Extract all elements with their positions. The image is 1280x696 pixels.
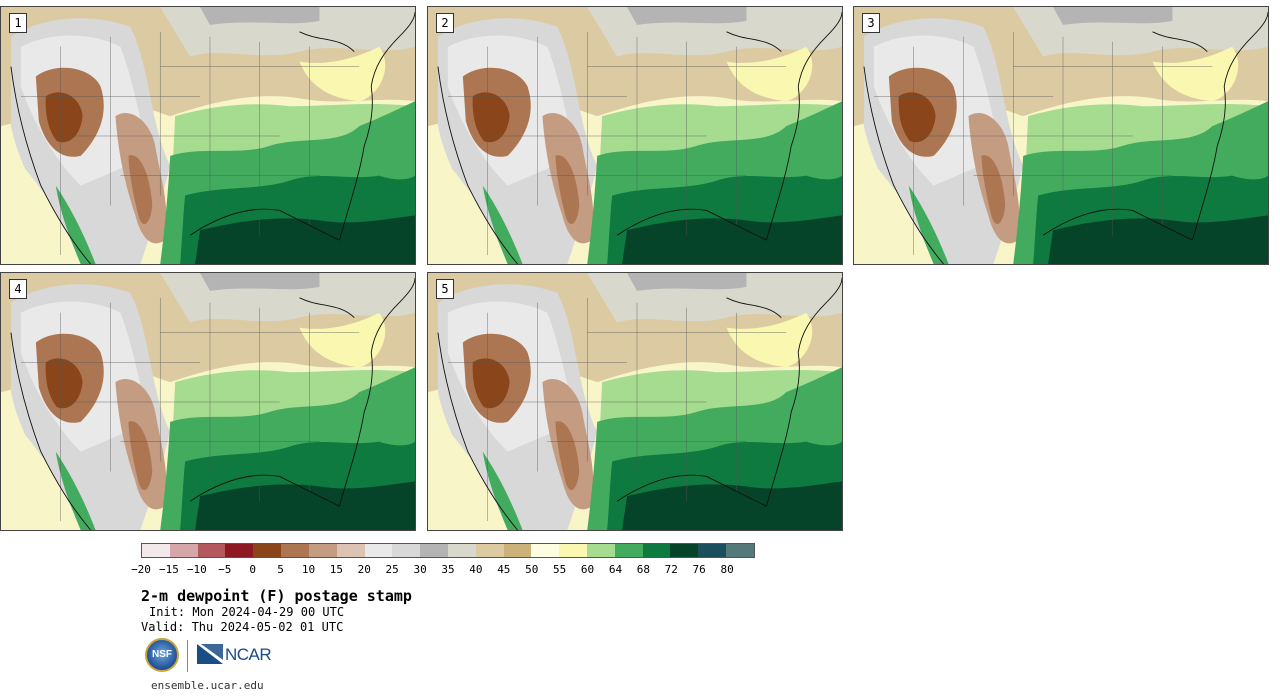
colorbar-swatch (197, 544, 226, 557)
colorbar-tick-label: −10 (186, 563, 207, 576)
colorbar-tick-label: 72 (664, 563, 678, 576)
colorbar-swatch (475, 544, 504, 557)
colorbar-swatch (614, 544, 643, 557)
colorbar-swatch (169, 544, 198, 557)
map-panel-4: 4 (0, 272, 416, 531)
colorbar-swatch (364, 544, 393, 557)
colorbar-tick-label: 30 (413, 563, 427, 576)
dewpoint-map (1, 7, 415, 264)
dewpoint-map (1, 273, 415, 530)
colorbar-tick-label: 5 (277, 563, 284, 576)
colorbar-swatch (281, 544, 309, 557)
colorbar-tick-label: 40 (469, 563, 483, 576)
colorbar-tick-label: 68 (636, 563, 650, 576)
map-panel-3: 3 (853, 6, 1269, 265)
colorbar-swatch (503, 544, 532, 557)
colorbar (141, 543, 755, 558)
colorbar-swatch (698, 544, 727, 557)
colorbar-swatch (670, 544, 699, 557)
colorbar-tick-label: 60 (580, 563, 595, 576)
colorbar-tick-label: 50 (525, 563, 539, 576)
colorbar-tick-label: 0 (249, 563, 256, 576)
logo-divider (187, 640, 188, 672)
colorbar-tick-label: −5 (218, 563, 232, 576)
colorbar-swatch (420, 544, 448, 557)
colorbar-swatch (447, 544, 476, 557)
colorbar-tick-label: −15 (158, 563, 179, 576)
map-panel-5: 5 (427, 272, 843, 531)
logos: NSF NCAR (145, 638, 275, 674)
ncar-logo-text: NCAR (225, 645, 272, 664)
colorbar-swatch (308, 544, 337, 557)
colorbar-swatch (142, 544, 170, 557)
dewpoint-map (428, 273, 842, 530)
colorbar-tick-label: 80 (720, 563, 734, 576)
colorbar-ticks: −20 −15 −10 −5 0 5 10 15 20 25 30 35 40 45 50 55 60 64 68 7… (131, 563, 755, 577)
colorbar-swatch (392, 544, 421, 557)
member-number: 4 (9, 279, 27, 299)
colorbar-swatch (336, 544, 365, 557)
member-number: 2 (436, 13, 454, 33)
colorbar-tick-label: −20 (131, 563, 151, 576)
colorbar-swatch (559, 544, 587, 557)
member-number: 3 (862, 13, 880, 33)
colorbar-tick-label: 20 (357, 563, 371, 576)
colorbar-tick-label: 76 (692, 563, 706, 576)
colorbar-swatch (225, 544, 254, 557)
colorbar-tick-label: 25 (385, 563, 399, 576)
ncar-logo-mark (197, 644, 223, 664)
site-url: ensemble.ucar.edu (151, 679, 264, 692)
colorbar-swatch (642, 544, 671, 557)
map-panel-1: 1 (0, 6, 416, 265)
member-number: 5 (436, 279, 454, 299)
colorbar-tick-label: 15 (329, 563, 343, 576)
colorbar-swatch (587, 544, 615, 557)
colorbar-tick-label: 64 (608, 563, 623, 576)
plot-title: 2-m dewpoint (F) postage stamp (141, 587, 412, 605)
colorbar-tick-label: 35 (441, 563, 455, 576)
colorbar-tick-label: 55 (553, 563, 567, 576)
colorbar-swatch (726, 544, 754, 557)
valid-time: Valid: Thu 2024-05-02 01 UTC (141, 620, 344, 634)
nsf-logo: NSF (145, 638, 179, 672)
colorbar-tick-label: 45 (497, 563, 511, 576)
colorbar-tick-label: 10 (301, 563, 316, 576)
colorbar-swatch (253, 544, 282, 557)
init-time: Init: Mon 2024-04-29 00 UTC (149, 605, 345, 619)
colorbar-swatch (531, 544, 560, 557)
member-number: 1 (9, 13, 27, 33)
dewpoint-map (428, 7, 842, 264)
map-panel-2: 2 (427, 6, 843, 265)
dewpoint-map (854, 7, 1268, 264)
